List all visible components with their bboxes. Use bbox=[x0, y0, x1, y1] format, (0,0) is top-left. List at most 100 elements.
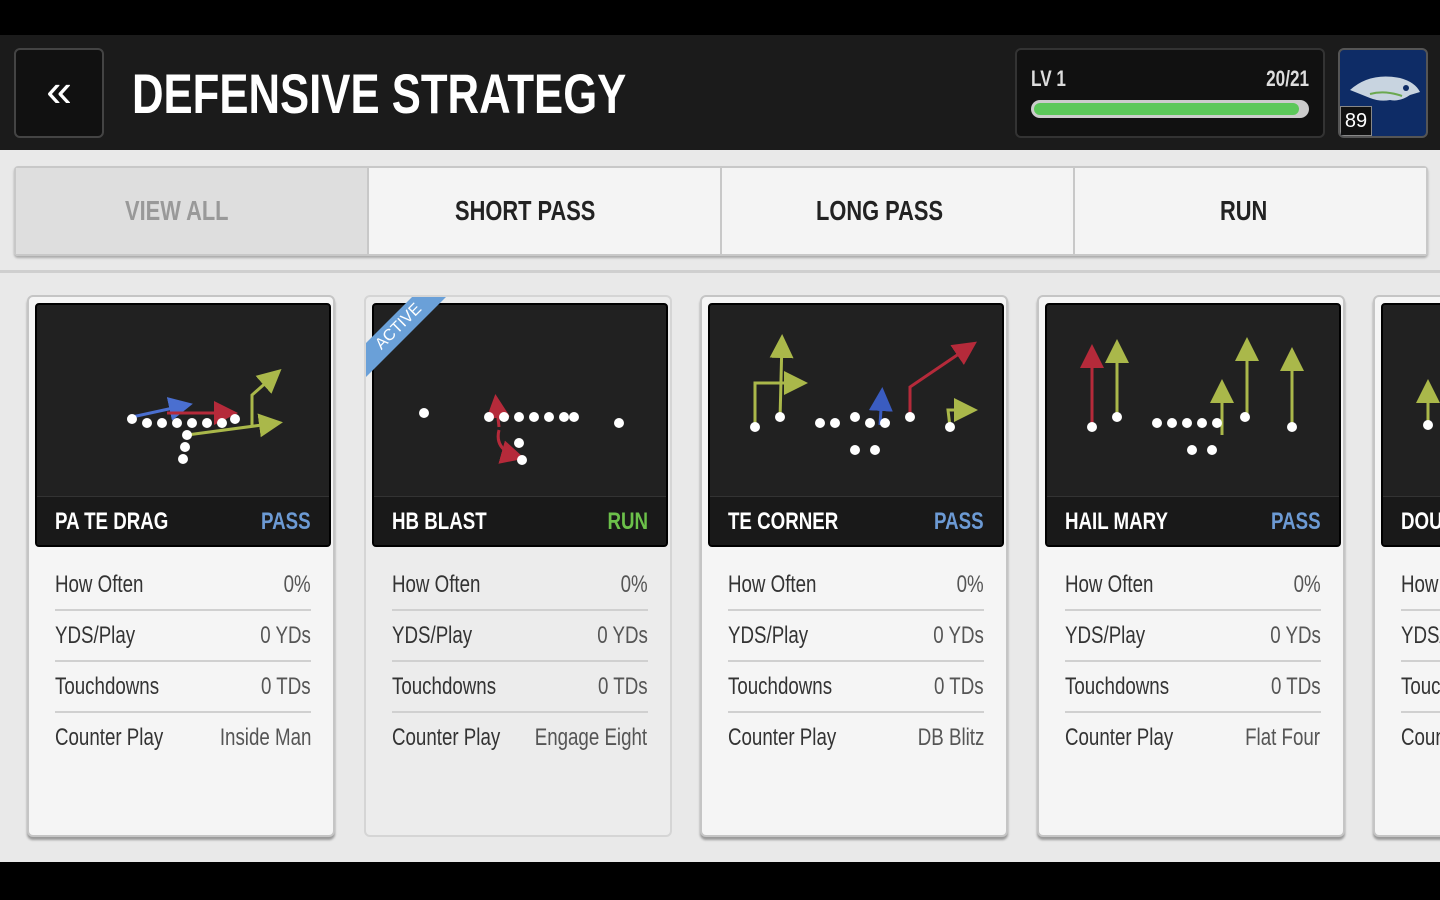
team-badge[interactable]: 89 bbox=[1338, 48, 1428, 138]
stat-label: How Often bbox=[55, 571, 144, 598]
play-footer: HAIL MARY PASS bbox=[1046, 496, 1339, 545]
play-name: HB BLAST bbox=[391, 508, 487, 535]
play-type: PASS bbox=[1270, 508, 1321, 535]
stat-value: 0 YDs bbox=[933, 622, 984, 649]
stat-row: Counter Play Engage Eight bbox=[392, 712, 648, 762]
play-footer: HB BLAST RUN bbox=[373, 496, 666, 545]
stat-label: Touchdowns bbox=[1401, 673, 1440, 700]
stat-label: How Often bbox=[1401, 571, 1440, 598]
stat-row: YDS/Play 0 YDs bbox=[1064, 610, 1321, 662]
tab-label: LONG PASS bbox=[816, 195, 944, 226]
stat-label: Counter Play bbox=[728, 724, 837, 751]
team-rating: 89 bbox=[1340, 106, 1372, 136]
stat-label: How Often bbox=[391, 571, 480, 598]
stat-row: Counter Play DB Blitz bbox=[728, 712, 984, 762]
stat-value: 0 TDs bbox=[597, 673, 648, 700]
stat-value: Flat Four bbox=[1245, 724, 1321, 751]
stat-label: YDS/Play bbox=[1064, 622, 1145, 649]
title-text: DEFENSIVE STRATEGY bbox=[132, 62, 627, 125]
play-card[interactable]: HAIL MARY PASS How Often 0% YDS/Play 0 YDs Tou… bbox=[1036, 295, 1345, 837]
stat-label: Touchdowns bbox=[728, 673, 833, 700]
stat-label: YDS/Play bbox=[391, 622, 472, 649]
play-footer: PA TE DRAG PASS bbox=[37, 496, 329, 545]
route-art bbox=[127, 369, 283, 464]
play-diagram: HB BLAST RUN bbox=[371, 303, 668, 547]
tab[interactable]: RUN bbox=[1075, 168, 1426, 254]
divider bbox=[0, 270, 1440, 273]
stat-label: Counter Play bbox=[1064, 724, 1173, 751]
page-title: DEFENSIVE STRATEGY bbox=[132, 61, 766, 126]
stat-label: Counter Play bbox=[1401, 724, 1440, 751]
play-footer: TE CORNER PASS bbox=[710, 496, 1002, 545]
play-diagram: TE CORNER PASS bbox=[708, 303, 1004, 547]
stat-label: Counter Play bbox=[55, 724, 164, 751]
stat-row: Counter Play Inside Man bbox=[55, 712, 311, 762]
stat-row: How Often bbox=[1401, 559, 1440, 611]
play-type: PASS bbox=[934, 508, 984, 535]
progress-bar bbox=[1031, 100, 1309, 118]
stat-row: Touchdowns 0 TDs bbox=[391, 661, 648, 713]
play-card[interactable]: ACTIVE HB BLAST RUN How Often 0% YDS/Play 0 YD… bbox=[363, 295, 672, 837]
stat-label: Touchdowns bbox=[55, 673, 160, 700]
stat-row: Touchdowns 0 TDs bbox=[1064, 661, 1321, 713]
stat-value: 0% bbox=[956, 571, 984, 598]
play-name: DOUB bbox=[1401, 508, 1440, 535]
stat-label: Counter Play bbox=[391, 724, 500, 751]
stat-row: Touchdowns bbox=[1401, 661, 1440, 713]
route-art bbox=[1079, 337, 1304, 455]
stat-row: Counter Play bbox=[1401, 712, 1440, 762]
play-name: HAIL MARY bbox=[1064, 508, 1168, 535]
stat-value: 0 TDs bbox=[1270, 673, 1321, 700]
stat-row: How Often 0% bbox=[1064, 559, 1321, 611]
stat-value: 0 YDs bbox=[1269, 622, 1321, 649]
tab-label: VIEW ALL bbox=[125, 195, 229, 226]
stat-value: Inside Man bbox=[219, 724, 311, 751]
stat-label: YDS/Play bbox=[55, 622, 136, 649]
stat-row: YDS/Play 0 YDs bbox=[728, 610, 984, 662]
content: VIEW ALL SHORT PASS LONG PASS RUN PA TE DRA… bbox=[0, 150, 1440, 862]
stat-row: How Often 0% bbox=[728, 559, 984, 611]
play-diagram: HAIL MARY PASS bbox=[1044, 303, 1341, 547]
stat-value: 0% bbox=[1293, 571, 1321, 598]
stat-label: How Often bbox=[1064, 571, 1153, 598]
back-button[interactable]: « bbox=[14, 48, 104, 138]
header: « DEFENSIVE STRATEGY LV 1 20/21 89 bbox=[0, 35, 1440, 150]
tab-label: RUN bbox=[1220, 195, 1268, 226]
team-logo bbox=[1350, 76, 1420, 101]
route-art bbox=[1416, 379, 1440, 430]
play-diagram: PA TE DRAG PASS bbox=[35, 303, 331, 547]
tab-bar: VIEW ALL SHORT PASS LONG PASS RUN bbox=[14, 166, 1428, 256]
stat-row: YDS/Play 0 YDs bbox=[391, 610, 648, 662]
play-footer: DOUB bbox=[1383, 496, 1440, 545]
stat-row: How Often 0% bbox=[55, 559, 311, 611]
stat-value: 0% bbox=[283, 571, 311, 598]
route-art bbox=[750, 334, 978, 455]
tab[interactable]: LONG PASS bbox=[722, 168, 1075, 254]
play-type: RUN bbox=[606, 508, 648, 535]
stat-value: DB Blitz bbox=[917, 724, 984, 751]
tab[interactable]: SHORT PASS bbox=[369, 168, 722, 254]
play-name: TE CORNER bbox=[728, 508, 839, 535]
stat-value: 0 YDs bbox=[596, 622, 648, 649]
play-card[interactable]: DOUB How Often YDS/Play Touchdowns Counter P… bbox=[1373, 295, 1440, 837]
stat-row: YDS/Play 0 YDs bbox=[55, 610, 311, 662]
stat-label: How Often bbox=[728, 571, 817, 598]
stat-row: How Often 0% bbox=[391, 559, 648, 611]
stat-label: YDS/Play bbox=[1401, 622, 1440, 649]
play-name: PA TE DRAG bbox=[55, 508, 169, 535]
level-box: LV 1 20/21 bbox=[1015, 48, 1325, 138]
stat-label: YDS/Play bbox=[728, 622, 809, 649]
stat-value: 0 TDs bbox=[261, 673, 311, 700]
stat-row: Touchdowns 0 TDs bbox=[55, 661, 311, 713]
stat-label: Touchdowns bbox=[391, 673, 496, 700]
stat-value: Engage Eight bbox=[535, 724, 648, 751]
stat-row: Counter Play Flat Four bbox=[1065, 712, 1321, 762]
stat-value: 0% bbox=[620, 571, 648, 598]
tab[interactable]: VIEW ALL bbox=[16, 168, 369, 254]
play-type: PASS bbox=[261, 508, 311, 535]
tab-label: SHORT PASS bbox=[454, 195, 595, 226]
stat-row: Touchdowns 0 TDs bbox=[728, 661, 984, 713]
play-card[interactable]: PA TE DRAG PASS How Often 0% YDS/Play 0 YDs To… bbox=[27, 295, 335, 837]
progress: 20/21 bbox=[1266, 66, 1309, 91]
play-card[interactable]: TE CORNER PASS How Often 0% YDS/Play 0 YDs Tou… bbox=[700, 295, 1008, 837]
